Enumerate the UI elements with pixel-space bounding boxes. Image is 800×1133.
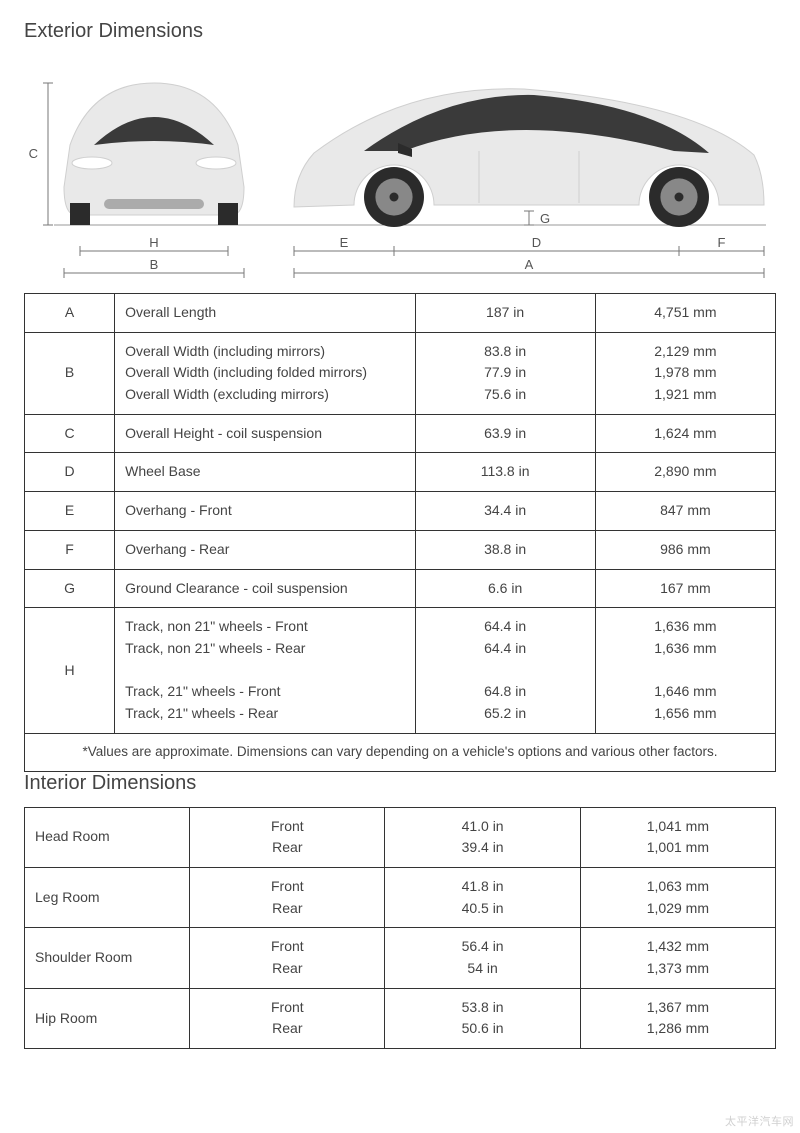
table-row: Shoulder RoomFront Rear56.4 in 54 in1,43… (25, 928, 776, 988)
exterior-title: Exterior Dimensions (24, 20, 776, 43)
int-mm: 1,063 mm 1,029 mm (580, 867, 775, 927)
table-row: EOverhang - Front34.4 in847 mm (25, 492, 776, 531)
svg-text:A: A (525, 257, 534, 272)
int-label: Shoulder Room (25, 928, 190, 988)
dim-mm: 167 mm (595, 569, 775, 608)
dim-key: B (25, 332, 115, 414)
dim-key: E (25, 492, 115, 531)
dim-mm: 847 mm (595, 492, 775, 531)
dim-inches: 187 in (415, 294, 595, 333)
int-label: Hip Room (25, 988, 190, 1048)
dim-inches: 6.6 in (415, 569, 595, 608)
dim-mm: 2,890 mm (595, 453, 775, 492)
table-row: FOverhang - Rear38.8 in986 mm (25, 530, 776, 569)
dim-key: D (25, 453, 115, 492)
svg-text:G: G (540, 211, 550, 226)
int-inches: 56.4 in 54 in (385, 928, 580, 988)
dim-label: Ground Clearance - coil suspension (115, 569, 415, 608)
table-row: HTrack, non 21" wheels - Front Track, no… (25, 608, 776, 733)
table-row: DWheel Base113.8 in2,890 mm (25, 453, 776, 492)
dim-key: H (25, 608, 115, 733)
dim-key: F (25, 530, 115, 569)
dim-mm: 1,636 mm 1,636 mm 1,646 mm 1,656 mm (595, 608, 775, 733)
exterior-table: AOverall Length187 in4,751 mmBOverall Wi… (24, 293, 776, 772)
svg-text:D: D (532, 235, 541, 250)
car-diagram-svg: C HB G E D F A (24, 55, 776, 285)
interior-table: Head RoomFront Rear41.0 in 39.4 in1,041 … (24, 807, 776, 1050)
svg-text:B: B (150, 257, 159, 272)
dim-mm: 4,751 mm (595, 294, 775, 333)
table-row: AOverall Length187 in4,751 mm (25, 294, 776, 333)
dim-label: Overall Width (including mirrors) Overal… (115, 332, 415, 414)
dim-mm: 2,129 mm 1,978 mm 1,921 mm (595, 332, 775, 414)
int-pos: Front Rear (190, 928, 385, 988)
dim-inches: 64.4 in 64.4 in 64.8 in 65.2 in (415, 608, 595, 733)
dim-inches: 38.8 in (415, 530, 595, 569)
int-mm: 1,432 mm 1,373 mm (580, 928, 775, 988)
dim-inches: 34.4 in (415, 492, 595, 531)
exterior-footnote: *Values are approximate. Dimensions can … (25, 733, 776, 771)
int-inches: 41.8 in 40.5 in (385, 867, 580, 927)
svg-text:E: E (340, 235, 349, 250)
dim-label: Track, non 21" wheels - Front Track, non… (115, 608, 415, 733)
dim-label: Overall Length (115, 294, 415, 333)
int-mm: 1,041 mm 1,001 mm (580, 807, 775, 867)
table-row: BOverall Width (including mirrors) Overa… (25, 332, 776, 414)
dim-mm: 986 mm (595, 530, 775, 569)
table-row: Hip RoomFront Rear53.8 in 50.6 in1,367 m… (25, 988, 776, 1048)
dim-label: Overhang - Front (115, 492, 415, 531)
int-inches: 53.8 in 50.6 in (385, 988, 580, 1048)
int-label: Head Room (25, 807, 190, 867)
table-row: COverall Height - coil suspension63.9 in… (25, 414, 776, 453)
dim-inches: 63.9 in (415, 414, 595, 453)
dim-label: Overhang - Rear (115, 530, 415, 569)
table-row: Head RoomFront Rear41.0 in 39.4 in1,041 … (25, 807, 776, 867)
table-row: GGround Clearance - coil suspension6.6 i… (25, 569, 776, 608)
dim-mm: 1,624 mm (595, 414, 775, 453)
dimension-diagram: C HB G E D F A (24, 55, 776, 285)
int-pos: Front Rear (190, 988, 385, 1048)
dim-inches: 83.8 in 77.9 in 75.6 in (415, 332, 595, 414)
int-mm: 1,367 mm 1,286 mm (580, 988, 775, 1048)
dim-inches: 113.8 in (415, 453, 595, 492)
watermark: 太平洋汽车网 (725, 1113, 794, 1129)
int-pos: Front Rear (190, 807, 385, 867)
int-inches: 41.0 in 39.4 in (385, 807, 580, 867)
svg-text:H: H (149, 235, 158, 250)
dim-label: Wheel Base (115, 453, 415, 492)
interior-title: Interior Dimensions (24, 772, 776, 795)
int-pos: Front Rear (190, 867, 385, 927)
dim-key: A (25, 294, 115, 333)
svg-text:F: F (718, 235, 726, 250)
int-label: Leg Room (25, 867, 190, 927)
dim-key: G (25, 569, 115, 608)
table-row: Leg RoomFront Rear41.8 in 40.5 in1,063 m… (25, 867, 776, 927)
dim-label: Overall Height - coil suspension (115, 414, 415, 453)
dim-key: C (25, 414, 115, 453)
svg-text:C: C (29, 146, 38, 161)
